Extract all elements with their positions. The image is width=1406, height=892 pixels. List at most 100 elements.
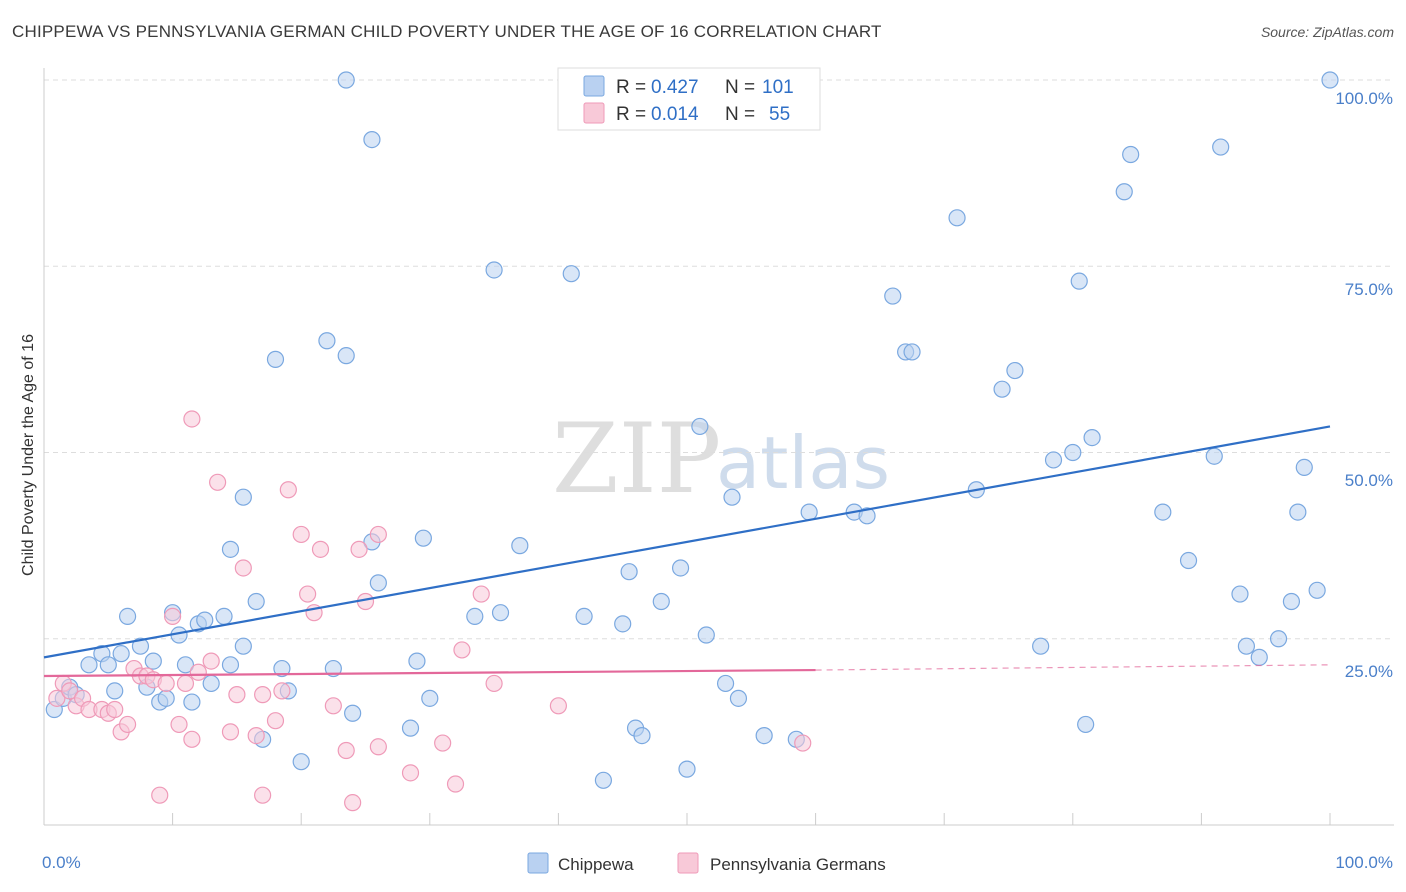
- chippewa-point: [858, 507, 876, 525]
- pennsylvania-germans-point: [202, 652, 220, 670]
- chippewa-point: [144, 652, 162, 670]
- legend-n-value-2: 55: [769, 104, 790, 125]
- pennsylvania-germans-point: [183, 730, 201, 748]
- chippewa-point: [344, 704, 362, 722]
- pennsylvania-germans-point: [369, 525, 387, 544]
- chippewa-point: [575, 607, 593, 626]
- bottom-legend-swatch-chippewa: [527, 852, 549, 874]
- pennsylvania-germans-point: [350, 540, 368, 558]
- pennsylvania-germans-point: [221, 723, 240, 741]
- chippewa-point: [594, 771, 613, 789]
- source-label: Source: ZipAtlas.com: [1260, 24, 1394, 40]
- chippewa-point: [414, 529, 432, 547]
- pennsylvania-germans-point: [151, 786, 169, 804]
- chippewa-point: [183, 693, 201, 711]
- chippewa-point: [562, 265, 580, 283]
- pennsylvania-germans-point: [549, 697, 568, 715]
- pennsylvania-germans-point: [273, 682, 291, 700]
- pennsylvania-germans-point: [292, 525, 310, 544]
- x-tick-100: 100.0%: [1335, 853, 1393, 872]
- chippewa-point: [112, 645, 130, 663]
- y-tick-50: 50.0%: [1345, 471, 1393, 490]
- pennsylvania-germans-point: [234, 559, 252, 577]
- pennsylvania-germans-point: [299, 585, 317, 603]
- watermark-atlas: atlas: [716, 421, 890, 505]
- pennsylvania-germans-point: [61, 682, 79, 700]
- chippewa-point: [337, 71, 355, 89]
- correlation-legend: R = 0.427 N = 101 R = 0.014 N = 55: [557, 67, 821, 131]
- series-legend: Chippewa Pennsylvania Germans: [527, 852, 886, 874]
- pennsylvania-germans-point: [485, 674, 503, 693]
- chippewa-point: [729, 689, 748, 707]
- pennsylvania-germans-point: [106, 700, 124, 719]
- chippewa-point: [697, 626, 715, 644]
- chippewa-point: [292, 753, 310, 771]
- chippewa-point: [401, 719, 420, 737]
- chippewa-point: [337, 347, 355, 365]
- pennsylvania-germans-point: [453, 641, 471, 659]
- chippewa-point: [1122, 145, 1140, 164]
- chippewa-point: [1308, 581, 1326, 599]
- pennsylvania-germans-point: [228, 686, 246, 704]
- chippewa-point: [106, 682, 124, 700]
- chippewa-point: [1154, 503, 1172, 521]
- pennsylvania-germans-point: [183, 410, 201, 428]
- legend-n-label-1: N =: [725, 77, 755, 98]
- pennsylvania-germans-trend-line: [43, 668, 816, 678]
- x-tick-marks: [172, 813, 1331, 825]
- chippewa-point: [1179, 551, 1198, 570]
- chippewa-point: [485, 261, 503, 279]
- pennsylvania-germans-point: [209, 473, 227, 491]
- chippewa-point: [620, 563, 638, 581]
- chippewa-point: [247, 592, 265, 611]
- pennsylvania-germans-point: [344, 794, 362, 812]
- bottom-legend-pennsylvania-germans: Pennsylvania Germans: [710, 855, 886, 874]
- chippewa-point: [1282, 592, 1301, 611]
- chippewa-point: [1205, 447, 1223, 465]
- chippewa-point: [1289, 503, 1307, 521]
- chippewa-point: [157, 689, 175, 707]
- pennsylvania-germans-point: [157, 674, 175, 693]
- pennsylvania-germans-point: [118, 715, 137, 734]
- chippewa-point: [511, 537, 529, 555]
- chippewa-point: [421, 689, 439, 707]
- chippewa-point: [221, 656, 240, 674]
- chippewa-point: [1295, 458, 1313, 476]
- chippewa-point: [614, 615, 632, 633]
- pennsylvania-germans-point: [254, 686, 272, 704]
- pennsylvania-germans-point: [324, 697, 342, 715]
- pennsylvania-germans-point: [247, 726, 265, 745]
- y-axis-label: Child Poverty Under the Age of 16: [20, 334, 37, 576]
- chippewa-point: [1006, 361, 1024, 380]
- x-tick-0: 0.0%: [42, 853, 81, 872]
- chippewa-point: [1064, 443, 1082, 462]
- pennsylvania-germans-point: [446, 775, 465, 793]
- chippewa-point: [678, 760, 696, 778]
- chippewa-point: [1321, 71, 1339, 89]
- pennsylvania-germans-point: [279, 481, 297, 499]
- pennsylvania-germans-point: [337, 741, 355, 760]
- chippewa-point: [1044, 451, 1063, 469]
- chippewa-point: [1077, 715, 1095, 734]
- chippewa-point: [652, 592, 670, 611]
- pennsylvania-germans-point: [266, 712, 285, 730]
- chippewa-point: [1115, 183, 1133, 201]
- pennsylvania-germans-point: [472, 585, 490, 603]
- chippewa-point: [723, 488, 741, 506]
- chippewa-point: [131, 637, 150, 655]
- chippewa-point: [202, 674, 220, 693]
- chippewa-point: [1269, 630, 1288, 648]
- legend-swatch-pennsylvania-germans: [583, 102, 605, 124]
- pennsylvania-germans-trend-extension: [815, 664, 1331, 671]
- legend-r-value-2: 0.014: [651, 104, 699, 125]
- pennsylvania-germans-point: [170, 715, 188, 734]
- chippewa-point: [215, 607, 233, 626]
- chippewa-point: [80, 656, 98, 674]
- chippewa-point: [118, 607, 137, 626]
- pennsylvania-germans-point: [401, 764, 420, 782]
- chippewa-point: [234, 637, 252, 655]
- y-tick-100: 100.0%: [1335, 89, 1393, 108]
- chippewa-point: [1083, 429, 1101, 447]
- chippewa-point: [99, 656, 117, 674]
